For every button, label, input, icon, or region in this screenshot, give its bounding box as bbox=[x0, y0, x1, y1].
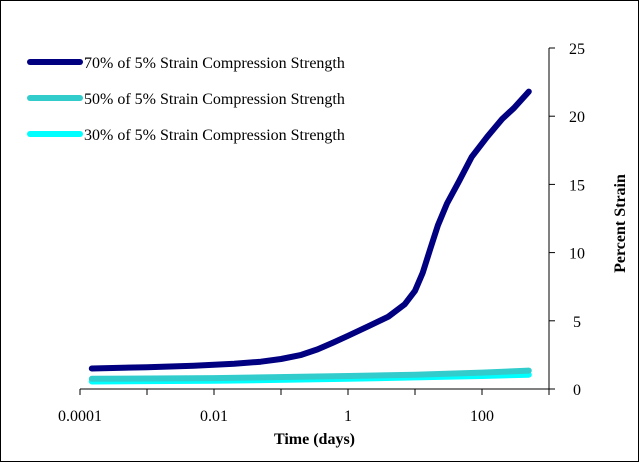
y-tick-label: 10 bbox=[569, 246, 585, 263]
legend-label-1: 70% of 5% Strain Compression Strength bbox=[84, 55, 345, 72]
legend-label-3: 30% of 5% Strain Compression Strength bbox=[84, 127, 345, 144]
y-tick-label: 5 bbox=[573, 314, 581, 331]
x-tick-label: 100 bbox=[470, 408, 494, 425]
series-line-2 bbox=[88, 367, 532, 382]
series-line-1 bbox=[88, 88, 532, 372]
x-tick-label: 0.0001 bbox=[58, 408, 102, 425]
x-tick-label: 1 bbox=[344, 408, 352, 425]
legend-label-2: 50% of 5% Strain Compression Strength bbox=[84, 91, 345, 108]
x-tick-label: 0.01 bbox=[200, 408, 228, 425]
y-tick-label: 25 bbox=[569, 41, 585, 58]
y-tick-label: 20 bbox=[569, 109, 585, 126]
x-axis-title: Time (days) bbox=[274, 431, 355, 448]
y-tick-label: 0 bbox=[573, 382, 581, 399]
y-axis-title: Percent Strain bbox=[612, 174, 629, 273]
y-tick-label: 15 bbox=[569, 177, 585, 194]
